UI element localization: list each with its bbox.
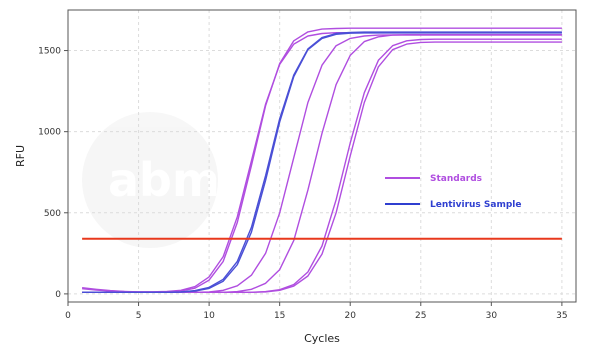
legend-label: Lentivirus Sample [430,200,522,210]
watermark: abm [82,112,220,248]
x-tick-label: 15 [274,311,285,321]
plot-frame [67,9,577,303]
x-tick-label: 30 [486,311,498,321]
x-tick-label: 10 [203,311,215,321]
x-axis-label: Cycles [304,332,340,345]
watermark-text: abm [108,153,220,207]
curve-lenti-2 [82,32,562,293]
y-tick-label: 1000 [38,128,61,138]
x-tick-label: 5 [136,311,142,321]
x-tick-label: 0 [65,311,71,321]
y-tick-label: 500 [44,209,61,219]
amplification-curves [82,27,562,293]
y-axis-label: RFU [14,145,27,167]
y-axis-ticks: 0 500 1000 1500 [38,47,68,300]
x-tick-label: 25 [415,311,426,321]
x-tick-label: 35 [556,311,567,321]
legend: Standards Lentivirus Sample [385,174,522,210]
x-tick-label: 20 [344,311,356,321]
legend-label: Standards [430,174,482,184]
x-axis-ticks: 0 5 10 15 20 25 30 35 [65,302,568,321]
y-tick-label: 0 [55,290,61,300]
y-tick-label: 1500 [38,47,61,57]
